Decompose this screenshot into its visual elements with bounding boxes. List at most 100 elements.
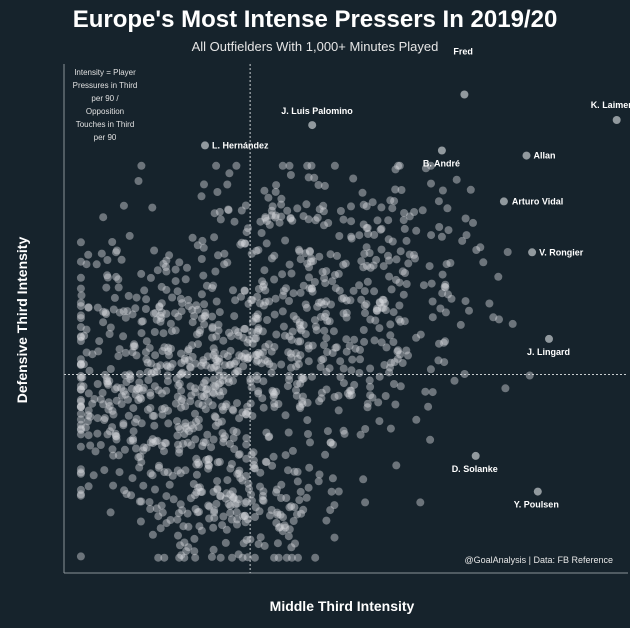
data-point [405, 250, 414, 259]
data-point [94, 347, 103, 356]
data-point [260, 186, 269, 195]
data-point [125, 370, 134, 379]
data-point [373, 306, 381, 315]
data-point [278, 270, 287, 279]
data-point [76, 465, 85, 474]
data-point [102, 374, 111, 383]
data-point [363, 223, 372, 232]
data-point [285, 503, 294, 512]
data-point [223, 476, 232, 485]
highlighted-point [460, 90, 469, 99]
data-point [76, 403, 85, 412]
data-point [117, 391, 126, 400]
data-point [404, 351, 412, 360]
data-point [76, 402, 85, 411]
data-point [268, 461, 277, 470]
data-point [232, 161, 241, 170]
data-point [267, 347, 276, 356]
data-point [316, 312, 325, 321]
data-point [112, 396, 121, 405]
data-point [277, 360, 286, 369]
data-point [501, 384, 510, 393]
data-point [208, 324, 217, 333]
data-point [215, 357, 224, 366]
data-point [137, 497, 146, 506]
data-point [186, 397, 195, 406]
data-point [314, 477, 323, 486]
data-point [210, 513, 219, 522]
data-point [228, 494, 237, 503]
data-point [396, 382, 405, 391]
data-point [227, 515, 236, 524]
data-point [330, 501, 339, 510]
data-point [76, 490, 85, 499]
data-point [112, 432, 121, 441]
data-point [182, 547, 191, 556]
data-point [294, 245, 303, 254]
data-point [253, 310, 262, 319]
data-point [395, 161, 404, 170]
data-point [115, 345, 124, 354]
data-point [268, 202, 277, 211]
data-point [385, 272, 394, 281]
data-point [307, 161, 316, 170]
data-point [146, 391, 155, 400]
data-point [150, 246, 159, 255]
data-point [158, 405, 167, 414]
data-point [89, 471, 98, 480]
data-point [305, 284, 314, 293]
data-point [76, 491, 85, 500]
data-point [190, 534, 199, 543]
data-point [205, 502, 214, 511]
data-point [441, 337, 450, 346]
data-point [85, 366, 94, 375]
data-point [92, 260, 101, 269]
data-point [304, 483, 313, 492]
data-point [131, 304, 140, 313]
data-point [191, 505, 200, 513]
data-point [396, 247, 405, 256]
data-point [115, 468, 124, 477]
data-point [276, 510, 285, 519]
data-point [86, 412, 95, 421]
data-point [215, 457, 224, 466]
data-point [146, 388, 155, 397]
data-point [84, 406, 93, 415]
data-point [286, 349, 295, 358]
data-point [166, 319, 175, 328]
data-point [109, 481, 118, 490]
data-point [76, 333, 85, 342]
data-point [200, 180, 208, 189]
data-point [100, 414, 109, 423]
data-point [177, 369, 186, 378]
data-point [272, 488, 281, 497]
data-point [175, 445, 184, 454]
data-point [159, 259, 168, 268]
data-point [183, 263, 191, 272]
data-point [220, 260, 229, 269]
data-point [178, 394, 187, 403]
data-point [164, 419, 173, 428]
data-point [308, 372, 316, 381]
data-point [297, 326, 306, 335]
data-point [310, 278, 319, 286]
data-point [286, 171, 295, 179]
data-point [299, 505, 308, 514]
data-point [254, 324, 263, 333]
data-point [362, 202, 371, 211]
data-point [176, 541, 184, 550]
data-point [217, 417, 226, 426]
data-point [123, 307, 132, 316]
data-point [224, 206, 233, 215]
data-point [302, 493, 311, 502]
data-point [108, 406, 117, 415]
data-point [197, 526, 206, 535]
data-point [176, 294, 185, 303]
data-point [132, 414, 141, 423]
data-point [201, 311, 210, 320]
data-point [258, 394, 267, 403]
data-point [187, 421, 196, 430]
data-point [160, 404, 169, 413]
data-point [259, 348, 268, 357]
